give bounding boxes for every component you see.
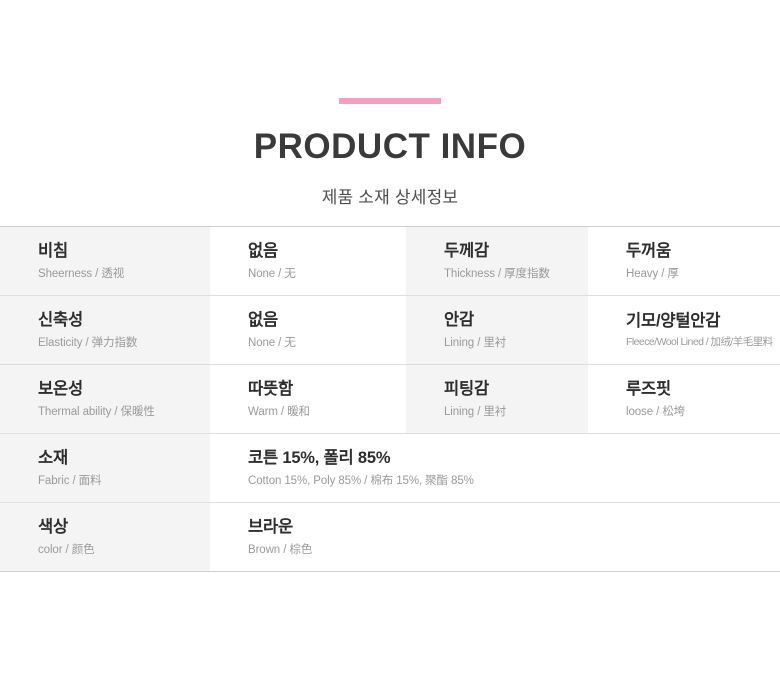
table-row: 보온성 Thermal ability / 保暖性 따뜻함 Warm / 暖和 … xyxy=(0,365,780,434)
value-sub: loose / 松垮 xyxy=(626,405,686,418)
spec-value-elasticity: 없음 None / 无 xyxy=(210,296,406,364)
section-header: PRODUCT INFO 제품 소재 상세정보 xyxy=(0,0,780,208)
product-spec-table: 비침 Sheerness / 透视 없음 None / 无 두께감 Thickn… xyxy=(0,226,780,572)
value-ko: 없음 xyxy=(248,242,278,260)
spec-value-thickness: 두꺼움 Heavy / 厚 xyxy=(588,227,780,295)
page-subtitle: 제품 소재 상세정보 xyxy=(321,187,459,207)
spec-value-fit: 루즈핏 loose / 松垮 xyxy=(588,365,780,433)
label-ko: 신축성 xyxy=(38,311,83,329)
value-sub: Warm / 暖和 xyxy=(248,405,310,418)
table-row: 색상 color / 颜色 브라운 Brown / 棕色 xyxy=(0,503,780,571)
value-ko: 따뜻함 xyxy=(248,380,293,398)
value-ko: 없음 xyxy=(248,311,278,329)
value-ko: 브라운 xyxy=(248,518,293,536)
label-sub: Sheerness / 透视 xyxy=(38,267,125,280)
spec-value-lining: 기모/양털안감 Fleece/Wool Lined / 加绒/羊毛里料 xyxy=(588,296,780,364)
value-sub: Brown / 棕色 xyxy=(248,543,313,556)
spec-label-elasticity: 신축성 Elasticity / 弹力指数 xyxy=(0,296,210,364)
table-row: 비침 Sheerness / 透视 없음 None / 无 두께감 Thickn… xyxy=(0,227,780,296)
value-ko: 기모/양털안감 xyxy=(626,311,721,330)
label-sub: Lining / 里衬 xyxy=(444,336,507,349)
label-sub: color / 颜色 xyxy=(38,543,95,556)
value-sub: None / 无 xyxy=(248,267,296,280)
label-ko: 비침 xyxy=(38,242,68,260)
label-sub: Lining / 里衬 xyxy=(444,405,507,418)
spec-label-thickness: 두께감 Thickness / 厚度指数 xyxy=(406,227,588,295)
accent-bar xyxy=(339,98,441,104)
table-row: 신축성 Elasticity / 弹力指数 없음 None / 无 안감 Lin… xyxy=(0,296,780,365)
spec-label-color: 색상 color / 颜色 xyxy=(0,503,210,571)
value-sub: Cotton 15%, Poly 85% / 棉布 15%, 聚酯 85% xyxy=(248,474,474,487)
label-ko: 두께감 xyxy=(444,242,489,260)
spec-value-thermal-ability: 따뜻함 Warm / 暖和 xyxy=(210,365,406,433)
spec-value-sheerness: 없음 None / 无 xyxy=(210,227,406,295)
table-row: 소재 Fabric / 面料 코튼 15%, 폴리 85% Cotton 15%… xyxy=(0,434,780,503)
value-sub: Fleece/Wool Lined / 加绒/羊毛里料 xyxy=(626,336,773,349)
value-sub: Heavy / 厚 xyxy=(626,267,679,280)
spec-label-lining: 안감 Lining / 里衬 xyxy=(406,296,588,364)
spec-label-fabric: 소재 Fabric / 面料 xyxy=(0,434,210,502)
label-ko: 안감 xyxy=(444,311,474,329)
label-ko: 소재 xyxy=(38,449,68,467)
value-ko: 루즈핏 xyxy=(626,380,671,398)
spec-label-fit: 피팅감 Lining / 里衬 xyxy=(406,365,588,433)
spec-label-sheerness: 비침 Sheerness / 透视 xyxy=(0,227,210,295)
spec-value-fabric: 코튼 15%, 폴리 85% Cotton 15%, Poly 85% / 棉布… xyxy=(210,434,780,502)
label-ko: 보온성 xyxy=(38,380,83,398)
value-ko: 두꺼움 xyxy=(626,242,671,260)
label-ko: 색상 xyxy=(38,518,68,536)
label-sub: Thickness / 厚度指数 xyxy=(444,267,550,280)
value-sub: None / 无 xyxy=(248,336,296,349)
page-title: PRODUCT INFO xyxy=(253,127,527,166)
label-sub: Elasticity / 弹力指数 xyxy=(38,336,138,349)
spec-value-color: 브라운 Brown / 棕色 xyxy=(210,503,780,571)
label-ko: 피팅감 xyxy=(444,380,489,398)
label-sub: Thermal ability / 保暖性 xyxy=(38,405,155,418)
label-sub: Fabric / 面料 xyxy=(38,474,102,487)
value-ko: 코튼 15%, 폴리 85% xyxy=(248,449,391,467)
spec-label-thermal-ability: 보온성 Thermal ability / 保暖性 xyxy=(0,365,210,433)
